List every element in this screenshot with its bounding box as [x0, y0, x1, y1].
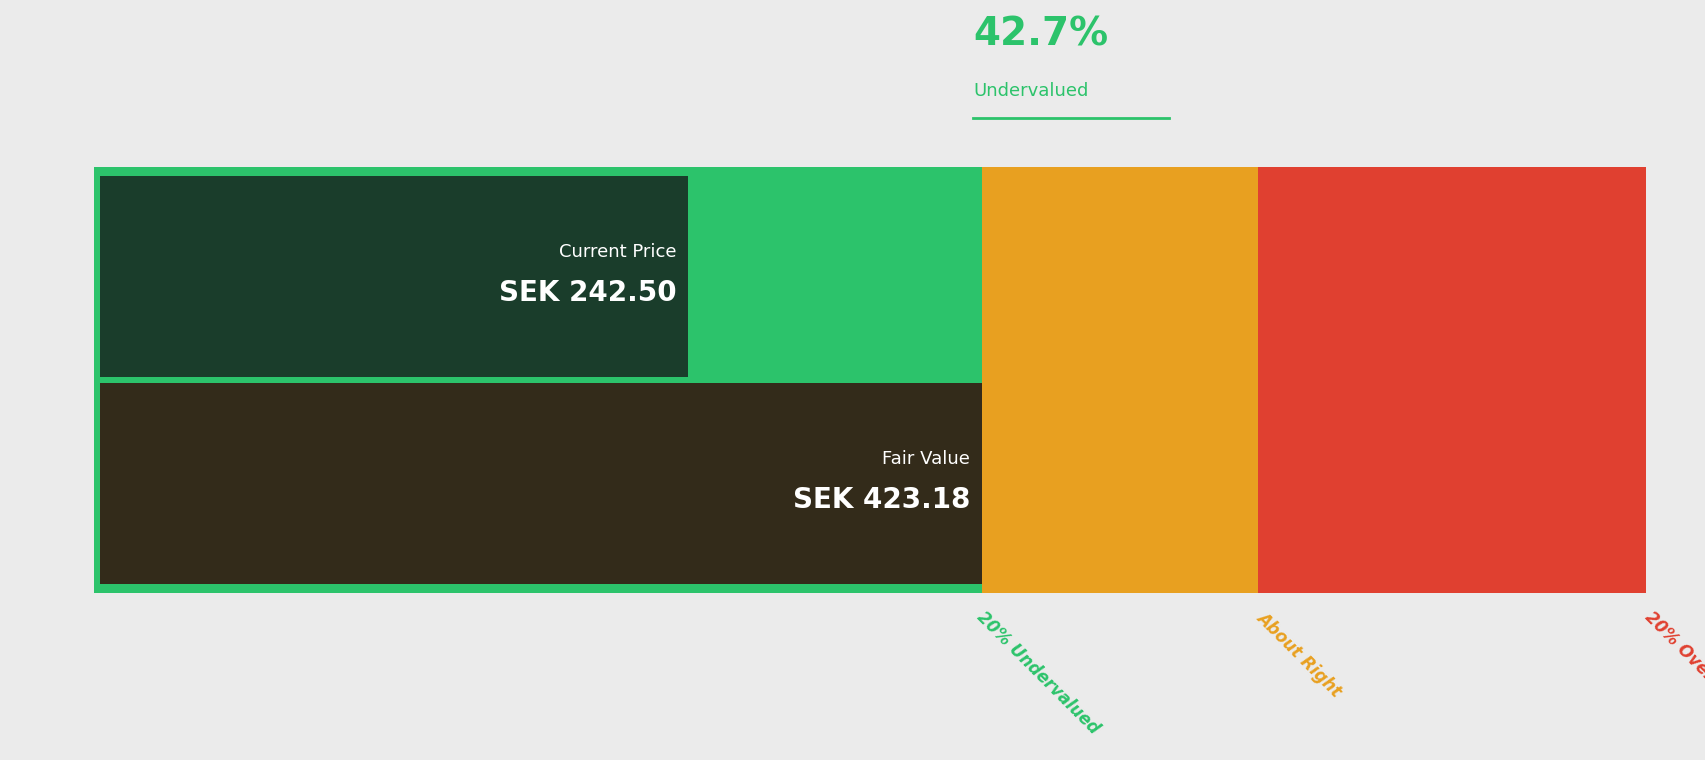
Text: SEK 423.18: SEK 423.18	[793, 486, 970, 514]
Text: 20% Overvalued: 20% Overvalued	[1640, 608, 1705, 729]
Text: Fair Value: Fair Value	[881, 450, 970, 468]
Text: SEK 242.50: SEK 242.50	[498, 280, 677, 307]
Text: 20% Undervalued: 20% Undervalued	[974, 608, 1101, 737]
Text: 42.7%: 42.7%	[974, 15, 1108, 53]
Text: Undervalued: Undervalued	[974, 82, 1088, 100]
Text: About Right: About Right	[1251, 608, 1344, 700]
Text: Current Price: Current Price	[559, 243, 677, 261]
